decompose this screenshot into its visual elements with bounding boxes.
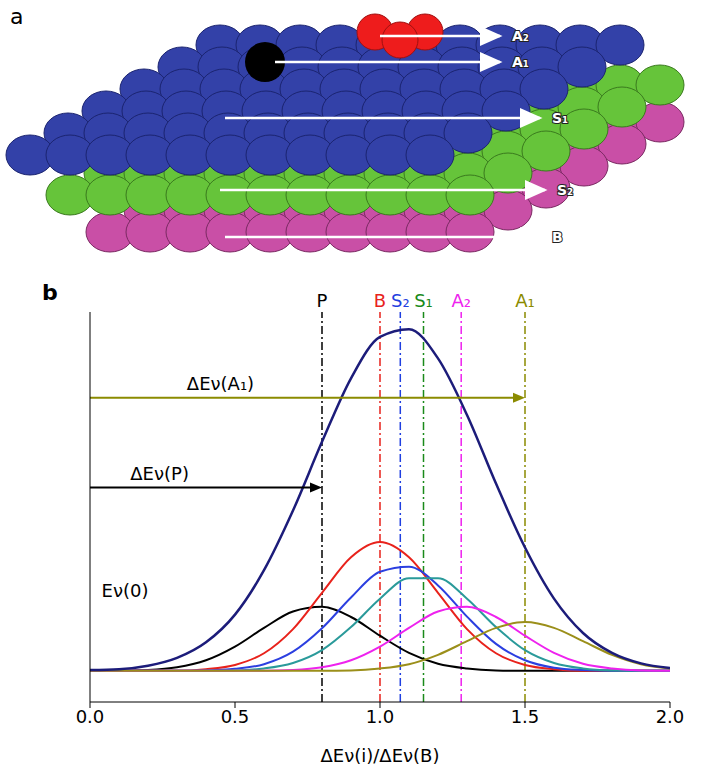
svg-text:B: B bbox=[552, 229, 563, 245]
svg-text:A₂: A₂ bbox=[451, 290, 471, 311]
svg-text:A₁: A₁ bbox=[512, 54, 529, 70]
svg-text:ΔEν(i)/ΔEν(B): ΔEν(i)/ΔEν(B) bbox=[321, 745, 440, 766]
svg-text:0.5: 0.5 bbox=[221, 706, 250, 727]
svg-text:Eν(0): Eν(0) bbox=[102, 580, 149, 601]
svg-text:ΔEν(P): ΔEν(P) bbox=[130, 463, 189, 484]
svg-text:S₁: S₁ bbox=[414, 290, 433, 311]
svg-text:A₂: A₂ bbox=[512, 28, 529, 44]
svg-text:S₂: S₂ bbox=[557, 182, 573, 198]
svg-text:0.0: 0.0 bbox=[76, 706, 105, 727]
svg-text:ΔEν(A₁): ΔEν(A₁) bbox=[187, 373, 254, 394]
html-text:b: b bbox=[42, 280, 58, 305]
svg-text:2.0: 2.0 bbox=[656, 706, 685, 727]
svg-text:S₁: S₁ bbox=[552, 110, 568, 126]
svg-text:1.5: 1.5 bbox=[511, 706, 540, 727]
svg-text:a: a bbox=[10, 4, 23, 29]
svg-text:A₁: A₁ bbox=[515, 290, 535, 311]
svg-text:B: B bbox=[374, 290, 386, 311]
svg-text:1.0: 1.0 bbox=[366, 706, 395, 727]
svg-text:P: P bbox=[317, 290, 328, 311]
svg-text:S₂: S₂ bbox=[391, 290, 410, 311]
